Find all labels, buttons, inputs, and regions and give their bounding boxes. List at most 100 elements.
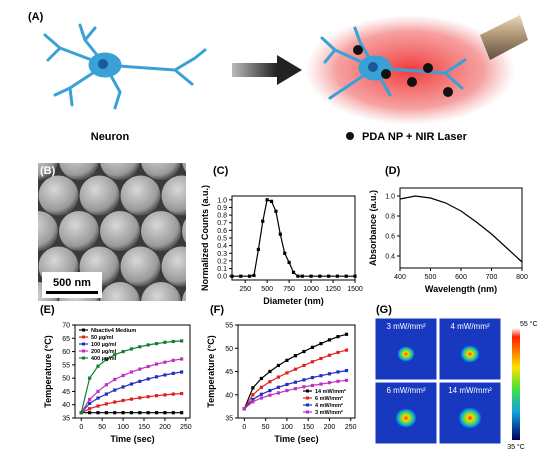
x-tick-label: 100 (117, 424, 129, 431)
x-tick-label: 500 (261, 286, 273, 293)
data-point (88, 397, 92, 401)
data-point (319, 382, 323, 386)
hot-spot (460, 345, 480, 363)
data-point (146, 343, 150, 347)
sphere (182, 290, 186, 301)
data-point (274, 209, 278, 213)
data-point (259, 396, 263, 400)
data-point (251, 393, 255, 397)
x-tick-label: 200 (159, 424, 171, 431)
data-point (88, 376, 92, 380)
data-point (276, 385, 281, 389)
data-point (171, 358, 175, 362)
y-axis-label: Normalized Counts (a.u.) (200, 185, 210, 291)
y-tick-label: 0.6 (217, 228, 227, 235)
legend-label: 400 µg/ml (91, 356, 117, 362)
data-line (81, 393, 182, 414)
y-tick-label: 0.1 (217, 266, 227, 273)
y-tick-label: 55 (62, 362, 70, 369)
data-point (310, 360, 315, 364)
y-tick-label: 0.8 (217, 213, 227, 220)
legend-marker (306, 410, 309, 414)
data-point (154, 394, 159, 398)
data-point (252, 273, 256, 278)
x-axis-label: Time (sec) (110, 434, 154, 444)
sphere (161, 175, 186, 216)
data-point (285, 388, 289, 393)
panel-label: (D) (385, 165, 401, 177)
data-point (171, 392, 175, 396)
y-axis-label: Temperature (°C) (206, 335, 216, 407)
x-tick-label: 50 (98, 424, 106, 431)
data-point (335, 274, 340, 278)
data-point (293, 354, 298, 358)
data-point (138, 396, 142, 400)
x-tick-label: 600 (455, 274, 467, 281)
y-tick-label: 35 (62, 416, 70, 423)
data-point (344, 378, 349, 382)
x-tick-label: 1000 (303, 286, 319, 293)
data-point (154, 362, 159, 366)
data-point (302, 363, 306, 368)
panel-label: (C) (213, 165, 229, 177)
data-point (276, 391, 281, 395)
data-point (336, 370, 340, 374)
panel-label: (E) (40, 304, 55, 316)
data-point (268, 380, 272, 384)
x-axis-label: Time (sec) (274, 434, 318, 444)
sphere (38, 211, 58, 251)
y-axis-label: Absorbance (a.u.) (368, 190, 378, 266)
data-point (265, 198, 269, 202)
data-point (180, 391, 184, 396)
data-point (121, 398, 125, 403)
data-point (327, 381, 332, 385)
data-point (146, 411, 150, 415)
plot-frame (231, 195, 356, 281)
data-point (180, 370, 184, 374)
legend-marker (82, 342, 85, 346)
data-point (129, 382, 134, 386)
sphere (59, 211, 99, 251)
sphere (0, 140, 17, 180)
data-point (96, 404, 100, 408)
sphere (141, 163, 181, 180)
data-point (104, 383, 108, 387)
data-point (230, 274, 234, 278)
hot-spot (458, 407, 482, 429)
sphere (161, 246, 186, 287)
data-point (293, 380, 298, 384)
data-point (300, 274, 304, 278)
sphere (100, 163, 140, 180)
data-point (278, 232, 282, 236)
y-tick-label: 0.4 (217, 243, 227, 250)
legend-label: 200 µg/ml (91, 349, 117, 355)
data-point (129, 397, 134, 401)
np-bullet (346, 132, 354, 140)
legend-marker (82, 335, 85, 339)
data-point (113, 353, 117, 357)
sphere (0, 247, 38, 287)
data-point (121, 411, 125, 415)
x-tick-label: 1500 (347, 286, 363, 293)
data-point (261, 219, 265, 223)
data-point (268, 388, 272, 393)
data-point (319, 374, 323, 378)
image-label: 6 mW/mm² (386, 386, 425, 395)
data-point (344, 368, 349, 373)
x-tick-label: 500 (425, 274, 437, 281)
y-axis-label: Temperature (°C) (43, 335, 53, 407)
y-tick-label: 1.0 (385, 194, 395, 201)
data-point (121, 349, 125, 354)
sphere (182, 163, 186, 172)
data-point (163, 360, 167, 364)
x-tick-label: 250 (345, 424, 357, 431)
legend-label: 3 mW/mm² (315, 409, 343, 416)
data-point (154, 411, 159, 415)
data-point (293, 367, 298, 371)
data-point (259, 392, 263, 396)
y-tick-label: 70 (62, 323, 70, 330)
data-point (146, 395, 150, 399)
data-point (251, 397, 255, 401)
y-tick-label: 0.3 (217, 251, 227, 258)
